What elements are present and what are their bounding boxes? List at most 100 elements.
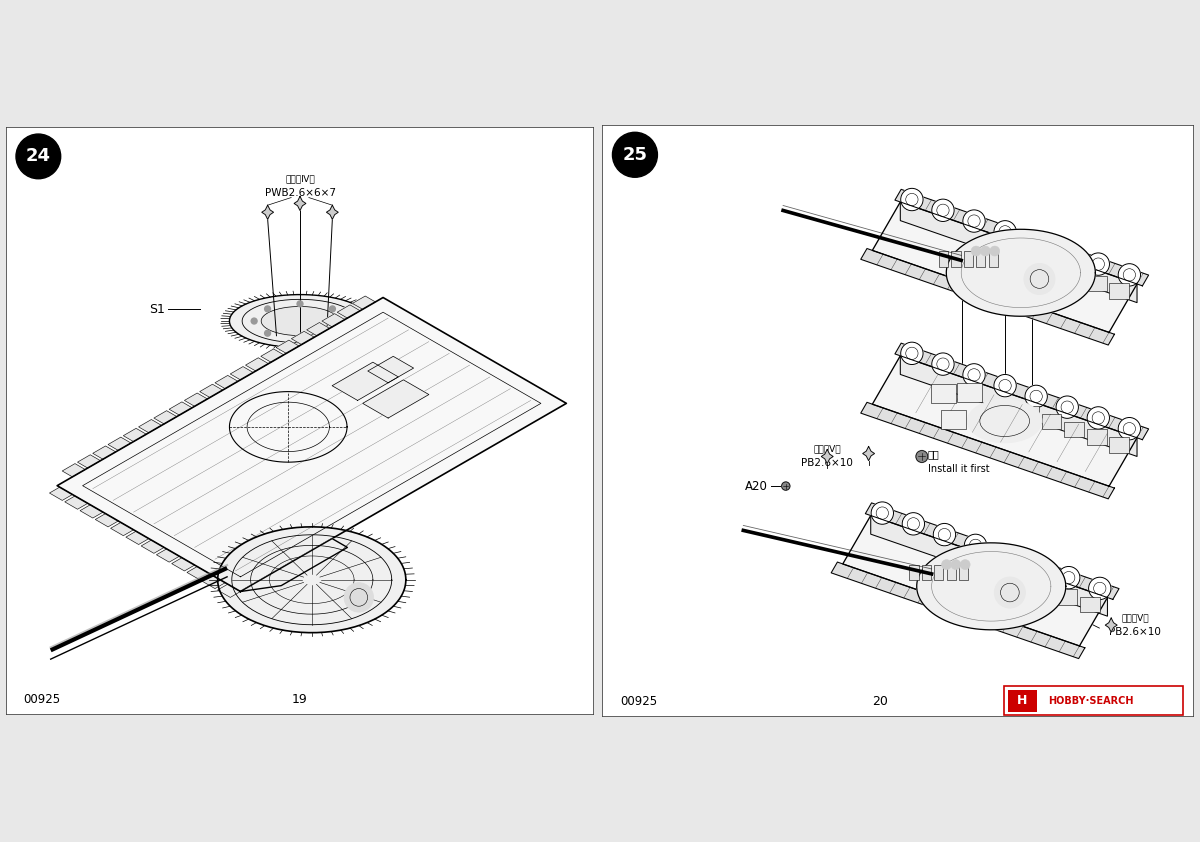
Polygon shape [62, 464, 85, 477]
Text: （ねじⅣ）: （ねじⅣ） [286, 173, 314, 183]
FancyBboxPatch shape [1012, 573, 1032, 589]
Polygon shape [821, 450, 833, 464]
Circle shape [1025, 386, 1048, 408]
Text: A20: A20 [745, 480, 768, 493]
Text: PWB2.6×6×7: PWB2.6×6×7 [264, 188, 336, 198]
Text: （ねじV）: （ねじV） [814, 445, 841, 454]
Polygon shape [895, 344, 1148, 440]
Circle shape [931, 353, 954, 376]
Polygon shape [156, 549, 179, 562]
Polygon shape [199, 384, 223, 397]
Polygon shape [172, 557, 194, 571]
Polygon shape [262, 205, 274, 219]
Circle shape [995, 577, 1026, 608]
Polygon shape [240, 539, 348, 592]
Circle shape [962, 210, 985, 232]
Polygon shape [154, 411, 176, 424]
FancyBboxPatch shape [1087, 275, 1106, 291]
FancyBboxPatch shape [910, 565, 918, 580]
Polygon shape [139, 419, 162, 433]
FancyBboxPatch shape [1008, 690, 1037, 712]
Circle shape [931, 199, 954, 221]
FancyBboxPatch shape [602, 125, 1194, 717]
Circle shape [330, 330, 335, 336]
Polygon shape [860, 248, 1115, 345]
Polygon shape [947, 229, 1096, 317]
Polygon shape [367, 356, 414, 383]
Circle shape [612, 132, 658, 178]
FancyBboxPatch shape [1109, 437, 1129, 453]
Text: （ねじV）: （ねじV） [1121, 613, 1148, 622]
Circle shape [994, 375, 1016, 397]
Circle shape [1087, 253, 1110, 275]
Polygon shape [229, 295, 371, 348]
Circle shape [265, 330, 270, 336]
Circle shape [16, 134, 61, 179]
FancyBboxPatch shape [1109, 284, 1129, 299]
Circle shape [1025, 232, 1048, 253]
Circle shape [298, 301, 302, 306]
Text: 20: 20 [872, 695, 888, 708]
Ellipse shape [967, 399, 1042, 443]
Circle shape [994, 221, 1016, 243]
FancyBboxPatch shape [1003, 686, 1183, 715]
Circle shape [343, 318, 349, 324]
Polygon shape [124, 429, 146, 441]
Polygon shape [246, 358, 269, 371]
Text: S1: S1 [149, 303, 164, 316]
Polygon shape [65, 496, 88, 509]
Polygon shape [262, 306, 338, 336]
Circle shape [344, 583, 373, 612]
Polygon shape [95, 514, 119, 527]
Polygon shape [292, 332, 314, 344]
FancyBboxPatch shape [1064, 422, 1084, 437]
Polygon shape [217, 584, 240, 598]
Polygon shape [58, 297, 566, 592]
FancyBboxPatch shape [989, 566, 1009, 581]
Circle shape [1056, 242, 1079, 264]
Polygon shape [865, 503, 1120, 600]
Polygon shape [872, 356, 1138, 486]
Circle shape [980, 246, 990, 256]
FancyBboxPatch shape [952, 251, 960, 267]
FancyBboxPatch shape [942, 410, 966, 429]
FancyBboxPatch shape [1019, 406, 1039, 421]
Polygon shape [832, 562, 1085, 658]
Circle shape [330, 306, 335, 312]
Polygon shape [337, 305, 360, 318]
FancyBboxPatch shape [931, 384, 955, 402]
FancyBboxPatch shape [1019, 252, 1039, 268]
Polygon shape [322, 314, 344, 327]
Circle shape [942, 560, 952, 569]
Polygon shape [1105, 618, 1117, 632]
Text: H: H [1018, 695, 1027, 707]
Text: 24: 24 [26, 147, 50, 165]
Circle shape [251, 318, 257, 324]
Circle shape [950, 560, 961, 569]
Circle shape [1056, 396, 1079, 418]
Polygon shape [260, 349, 283, 362]
Circle shape [298, 335, 302, 341]
FancyBboxPatch shape [947, 565, 956, 580]
FancyBboxPatch shape [1087, 429, 1106, 445]
Polygon shape [108, 437, 131, 450]
Circle shape [1088, 578, 1111, 600]
Polygon shape [900, 356, 1138, 456]
Polygon shape [276, 340, 299, 354]
Circle shape [265, 306, 270, 312]
FancyBboxPatch shape [1034, 581, 1055, 597]
Polygon shape [842, 515, 1108, 646]
Circle shape [1118, 264, 1140, 286]
Polygon shape [217, 527, 406, 632]
Polygon shape [860, 402, 1115, 498]
FancyBboxPatch shape [1042, 260, 1062, 275]
FancyBboxPatch shape [1064, 268, 1084, 283]
Polygon shape [187, 567, 210, 580]
FancyBboxPatch shape [1042, 413, 1062, 429]
Polygon shape [362, 380, 428, 418]
Polygon shape [185, 393, 208, 407]
FancyBboxPatch shape [922, 565, 931, 580]
Text: PB2.6×10: PB2.6×10 [802, 458, 853, 468]
FancyBboxPatch shape [1057, 589, 1078, 605]
FancyBboxPatch shape [989, 251, 998, 267]
